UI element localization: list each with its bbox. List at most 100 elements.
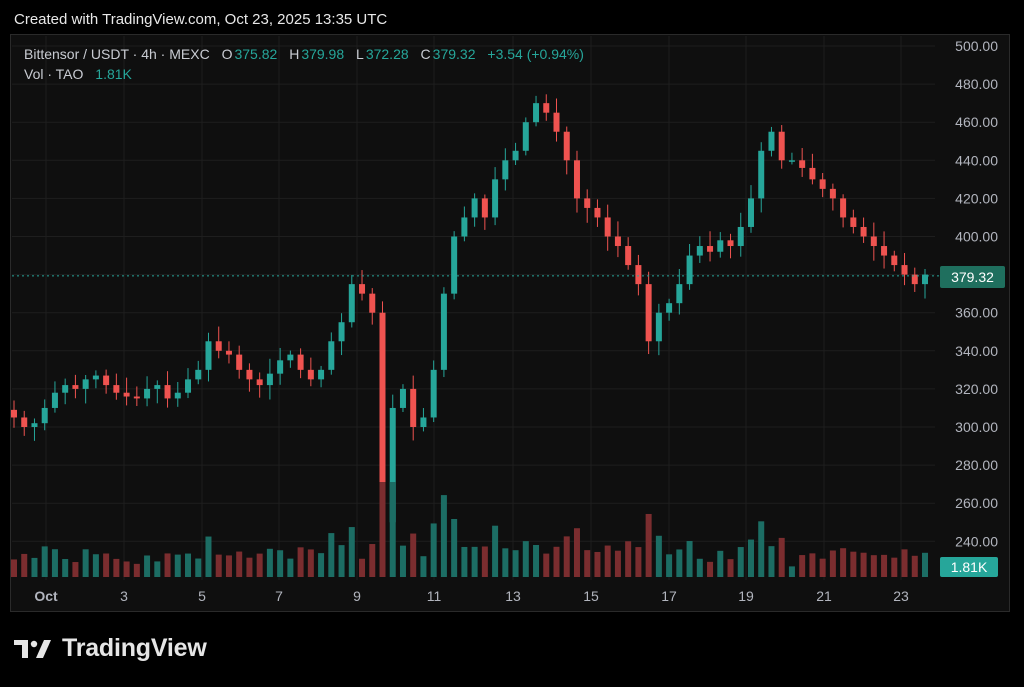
x-tick-label: 5 bbox=[198, 588, 206, 604]
candle-body bbox=[174, 392, 181, 399]
candle-body bbox=[522, 122, 529, 151]
y-tick-label: 240.00 bbox=[955, 533, 998, 549]
candle-body bbox=[655, 312, 662, 342]
open-label: O bbox=[221, 46, 233, 62]
volume-bar bbox=[399, 545, 406, 577]
volume-bar bbox=[420, 556, 427, 577]
volume-bar bbox=[840, 548, 847, 577]
volume-bar bbox=[911, 555, 918, 577]
candle-body bbox=[133, 396, 140, 399]
y-tick-label: 300.00 bbox=[955, 419, 998, 435]
price-chart[interactable]: 500.00480.00460.00440.00420.00400.00380.… bbox=[0, 0, 1024, 612]
candle-body bbox=[277, 360, 284, 374]
volume-bar bbox=[379, 482, 386, 577]
volume-bar bbox=[563, 536, 570, 577]
volume-bar bbox=[666, 554, 673, 577]
candle-body bbox=[594, 207, 601, 218]
candle-body bbox=[318, 369, 325, 380]
candle-body bbox=[420, 417, 427, 427]
volume-bar bbox=[277, 550, 284, 577]
candle-body bbox=[666, 303, 673, 313]
volume-bar bbox=[492, 525, 499, 577]
volume-bar bbox=[205, 536, 212, 577]
candle-body bbox=[471, 198, 478, 218]
low-value: 372.28 bbox=[365, 46, 409, 62]
symbol-label: Bittensor / USDT · 4h · MEXC bbox=[24, 46, 210, 62]
y-tick-label: 480.00 bbox=[955, 76, 998, 92]
candle-body bbox=[236, 354, 243, 370]
candle-body bbox=[307, 369, 314, 380]
volume-bar bbox=[737, 547, 744, 577]
candle-body bbox=[922, 274, 928, 285]
volume-bar bbox=[82, 549, 89, 577]
candle-body bbox=[328, 341, 335, 370]
candle-body bbox=[502, 160, 509, 180]
x-tick-label: 11 bbox=[427, 588, 442, 604]
volume-bar bbox=[72, 562, 79, 577]
candle-body bbox=[451, 236, 458, 294]
x-tick-label: 23 bbox=[893, 588, 909, 604]
volume-bar bbox=[533, 544, 540, 577]
candle-body bbox=[881, 246, 888, 256]
volume-bar bbox=[635, 547, 642, 577]
candle-body bbox=[481, 198, 488, 218]
last-price-tag: 379.32 bbox=[940, 266, 1005, 288]
candle-body bbox=[31, 423, 38, 427]
volume-bar bbox=[584, 550, 591, 577]
volume-bar bbox=[185, 553, 192, 577]
candle-body bbox=[72, 385, 79, 389]
volume-bar bbox=[655, 535, 662, 577]
volume-bar bbox=[410, 533, 417, 577]
candle-body bbox=[788, 160, 795, 162]
volume-bar bbox=[471, 546, 478, 577]
candle-body bbox=[512, 150, 519, 161]
candle-body bbox=[758, 150, 765, 199]
volume-bar bbox=[553, 546, 560, 577]
x-tick-label: 21 bbox=[816, 588, 832, 604]
volume-bar bbox=[922, 552, 928, 577]
volume-bar bbox=[451, 518, 458, 577]
volume-bar bbox=[338, 545, 345, 577]
candle-body bbox=[911, 274, 918, 285]
volume-bar bbox=[389, 482, 396, 577]
y-tick-label: 420.00 bbox=[955, 190, 998, 206]
volume-bar bbox=[727, 559, 734, 577]
high-value: 379.98 bbox=[301, 46, 345, 62]
volume-bar bbox=[686, 540, 693, 577]
candle-body bbox=[225, 350, 232, 355]
candle-body bbox=[768, 131, 775, 151]
y-tick-label: 360.00 bbox=[955, 305, 998, 321]
volume-bar bbox=[164, 553, 171, 577]
candle-body bbox=[860, 226, 867, 237]
candle-body bbox=[870, 236, 877, 247]
last-volume-tag: 1.81K bbox=[940, 557, 998, 577]
volume-bar bbox=[860, 552, 867, 577]
volume-bar bbox=[144, 555, 151, 577]
volume-bar bbox=[266, 548, 273, 577]
volume-bar bbox=[625, 541, 632, 577]
volume-bar bbox=[543, 553, 550, 577]
volume-bar bbox=[461, 546, 468, 577]
tradingview-logo-icon bbox=[14, 639, 51, 658]
candle-body bbox=[82, 379, 89, 389]
y-tick-label: 460.00 bbox=[955, 114, 998, 130]
candle-body bbox=[604, 217, 611, 237]
volume-bar bbox=[594, 551, 601, 577]
candle-body bbox=[635, 265, 642, 285]
candle-body bbox=[205, 341, 212, 370]
candle-body bbox=[625, 246, 632, 266]
change-value: +3.54 (+0.94%) bbox=[487, 46, 584, 62]
x-tick-label: 9 bbox=[353, 588, 361, 604]
candle-body bbox=[430, 369, 437, 418]
candle-body bbox=[819, 179, 826, 189]
candle-body bbox=[144, 388, 151, 399]
volume-bar bbox=[92, 554, 99, 577]
candle-body bbox=[103, 375, 110, 386]
volume-bar bbox=[522, 541, 529, 577]
candle-body bbox=[113, 385, 120, 393]
volume-bar bbox=[870, 555, 877, 577]
candle-body bbox=[696, 246, 703, 256]
volume-bar bbox=[799, 555, 806, 577]
volume-bar bbox=[850, 551, 857, 577]
volume-bar bbox=[31, 557, 38, 577]
